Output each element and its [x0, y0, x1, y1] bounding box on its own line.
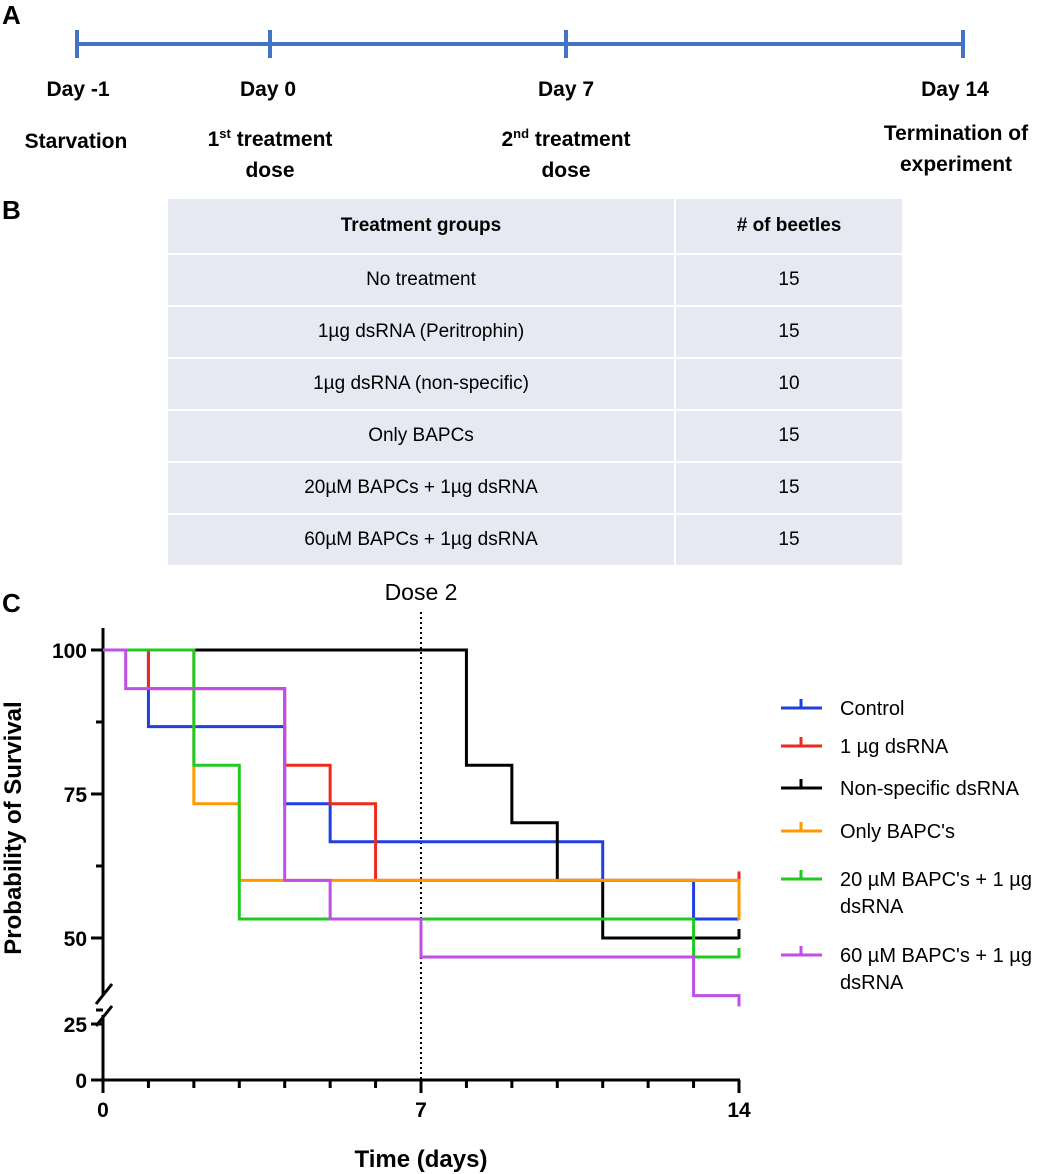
legend-entry: 60 µM BAPC's + 1 µg dsRNA	[781, 945, 1032, 994]
table-header-row: Treatment groups # of beetles	[168, 199, 902, 255]
treatment-groups-table: Treatment groups # of beetles No treatme…	[168, 199, 902, 565]
legend-label: Non-specific dsRNA	[840, 778, 1020, 800]
x-tick-label: 0	[97, 1099, 109, 1122]
panel-label-b: B	[2, 195, 21, 225]
table-cell-count: 15	[778, 529, 800, 550]
y-tick-label: 100	[52, 640, 87, 663]
timeline	[75, 30, 965, 58]
panel-label-a: A	[2, 0, 21, 30]
survival-chart: 0 25 50 75 100 0 7 14 Time (days) Probability of …	[0, 579, 1032, 1173]
timeline-day-label: Day 14	[921, 78, 989, 101]
table-row: 1µg dsRNA (Peritrophin) 15	[168, 306, 902, 359]
legend-label: 1 µg dsRNA	[840, 736, 949, 758]
timeline-event-text: Starvation	[24, 130, 128, 153]
axis-break-mark	[94, 983, 114, 1005]
timeline-event-text: 1	[207, 128, 220, 151]
y-axis-label: Probability of Survival	[0, 701, 27, 954]
timeline-day-label: Day 0	[239, 78, 297, 101]
table-cell-count: 15	[675, 410, 902, 463]
timeline-event-second-dose: 2nd treatment dose	[476, 118, 656, 186]
table-cell-count: 15	[675, 462, 902, 515]
timeline-event-text: 2	[501, 128, 514, 151]
table-cell-group: No treatment	[168, 254, 676, 307]
timeline-event-termination: Termination of experiment	[861, 118, 1051, 180]
y-tick-label: 50	[64, 928, 87, 951]
x-axis-label: Time (days)	[355, 1146, 488, 1173]
table-row: 60µM BAPCs + 1µg dsRNA 15	[168, 514, 902, 565]
table-row: 20µM BAPCs + 1µg dsRNA 15	[168, 462, 902, 515]
y-tick-label: 0	[75, 1070, 87, 1093]
y-tick-label: 25	[64, 1014, 88, 1037]
legend-label: Only BAPC's	[840, 821, 955, 843]
survival-curve	[103, 648, 739, 921]
timeline-day-label: Day 7	[537, 78, 595, 101]
dose-2-annotation: Dose 2	[385, 579, 458, 605]
table-row: No treatment 15	[168, 254, 902, 307]
survival-curve	[103, 648, 739, 882]
table-cell-group: Only BAPCs	[168, 410, 676, 463]
timeline-event-text: Termination of experiment	[883, 122, 1029, 176]
y-tick-label: 75	[64, 784, 88, 807]
table-cell-group: 1µg dsRNA (non-specific)	[168, 358, 676, 411]
survival-curve	[103, 648, 739, 940]
table-cell-group: 20µM BAPCs + 1µg dsRNA	[168, 462, 676, 515]
timeline-event-sup: st	[219, 126, 231, 141]
legend-entry: Only BAPC's	[781, 821, 955, 843]
x-tick-label: 14	[727, 1099, 751, 1122]
legend-entry: Control	[781, 698, 904, 720]
table-cell-count: 15	[675, 254, 902, 307]
legend-entry: 20 µM BAPC's + 1 µg dsRNA	[781, 869, 1032, 918]
legend-label: 20 µM BAPC's + 1 µg dsRNA	[840, 869, 1032, 918]
table-cell-group: 1µg dsRNA (Peritrophin)	[168, 306, 676, 359]
timeline-event-text: treatment dose	[230, 128, 333, 182]
survival-curve	[103, 648, 741, 1006]
x-tick-label: 7	[415, 1099, 427, 1122]
table-header-treatment-groups: Treatment groups	[168, 199, 676, 255]
timeline-event-first-dose: 1st treatment dose	[185, 118, 355, 186]
panel-label-c: C	[2, 588, 21, 618]
legend-label: 60 µM BAPC's + 1 µg dsRNA	[840, 945, 1032, 994]
legend-entry: 1 µg dsRNA	[781, 736, 949, 758]
legend-entry: Non-specific dsRNA	[781, 778, 1020, 800]
table-cell-count: 15	[675, 306, 902, 359]
table-cell-group: 60µM BAPCs + 1µg dsRNA	[168, 514, 676, 565]
table-cell-count: 10	[675, 358, 902, 411]
timeline-day-label: Day -1	[46, 78, 110, 101]
table-row: 1µg dsRNA (non-specific) 10	[168, 358, 902, 411]
timeline-event-starvation: Starvation	[25, 126, 128, 157]
timeline-event-text: treatment dose	[529, 128, 631, 182]
table-row: Only BAPCs 15	[168, 410, 902, 463]
timeline-event-sup: nd	[513, 126, 530, 141]
survival-curve	[103, 648, 739, 959]
legend-label: Control	[840, 698, 904, 720]
table-header-beetle-count: # of beetles	[675, 199, 902, 255]
